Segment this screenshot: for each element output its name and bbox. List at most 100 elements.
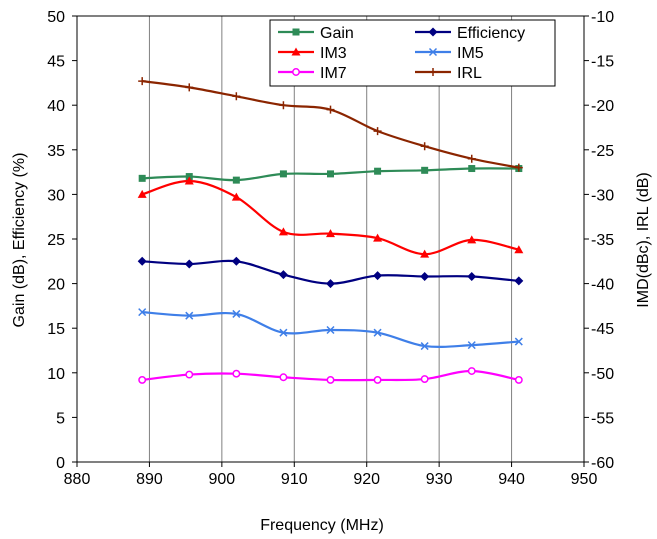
data-point-im3 xyxy=(231,192,241,201)
data-point-efficiency xyxy=(467,271,477,281)
data-point-efficiency xyxy=(184,259,194,269)
data-point-im3 xyxy=(420,249,430,258)
right-y-tick-label: -55 xyxy=(591,410,614,427)
data-point-im5 xyxy=(326,325,335,335)
data-point-efficiency xyxy=(420,271,430,281)
x-tick-label: 940 xyxy=(498,471,525,488)
data-point-irl xyxy=(232,92,241,101)
right-y-tick-label: -40 xyxy=(591,277,614,294)
data-point-im3 xyxy=(373,233,383,242)
data-point-irl xyxy=(514,163,523,172)
data-point-irl xyxy=(420,142,429,151)
left-y-tick-label: 0 xyxy=(56,455,65,472)
data-point-im7 xyxy=(514,375,523,384)
left-y-tick-label: 40 xyxy=(47,98,65,115)
legend-label-im3: IM3 xyxy=(320,45,347,62)
data-point-gain xyxy=(374,167,382,175)
series-line-im3 xyxy=(141,179,520,256)
legend-label-im7: IM7 xyxy=(320,65,347,82)
right-y-tick-label: -15 xyxy=(591,54,614,71)
data-point-gain xyxy=(232,176,240,184)
data-point-im5 xyxy=(279,328,288,337)
data-point-im7 xyxy=(279,373,288,382)
legend-item-im3: IM3 xyxy=(278,45,347,62)
data-point-gain xyxy=(138,174,146,182)
left-y-axis-title: Gain (dB), Efficiency (%) xyxy=(11,153,28,328)
data-point-gain xyxy=(421,166,429,174)
legend-label-im5: IM5 xyxy=(457,45,484,62)
legend-marker-efficiency xyxy=(428,27,438,37)
x-tick-label: 880 xyxy=(64,471,91,488)
legend-marker-gain xyxy=(292,28,300,36)
data-point-im3 xyxy=(514,245,524,254)
data-point-im5 xyxy=(420,342,429,351)
data-point-efficiency xyxy=(326,279,335,289)
data-point-im7 xyxy=(467,367,476,375)
right-y-tick-label: -45 xyxy=(591,321,614,338)
x-tick-label: 890 xyxy=(136,471,163,488)
data-point-im5 xyxy=(467,341,476,350)
legend-item-irl: IRL xyxy=(415,65,482,82)
data-point-efficiency xyxy=(137,256,147,266)
legend-item-efficiency: Efficiency xyxy=(415,25,525,42)
data-point-im7 xyxy=(326,375,335,384)
data-point-im5 xyxy=(373,328,382,337)
data-point-irl xyxy=(373,127,382,136)
data-point-irl xyxy=(467,154,476,163)
data-point-im7 xyxy=(185,370,194,379)
legend-label-efficiency: Efficiency xyxy=(457,25,525,42)
right-y-tick-label: -50 xyxy=(591,366,614,383)
data-point-efficiency xyxy=(514,276,524,286)
legend-label-gain: Gain xyxy=(320,25,354,42)
data-point-efficiency xyxy=(278,270,288,280)
left-y-tick-label: 20 xyxy=(47,277,65,294)
data-point-gain xyxy=(279,170,287,178)
right-y-axis-title: IMD(dBc), IRL (dB) xyxy=(635,172,652,307)
data-point-irl xyxy=(326,105,335,114)
data-point-im7 xyxy=(232,369,241,378)
right-y-tick-label: -10 xyxy=(591,9,614,26)
data-point-irl xyxy=(138,77,147,86)
series-line-irl xyxy=(142,80,520,169)
left-y-tick-label: 15 xyxy=(47,321,65,338)
right-y-tick-label: -20 xyxy=(591,98,614,115)
data-point-im3 xyxy=(278,227,288,236)
data-point-im5 xyxy=(514,337,523,346)
x-tick-label: 920 xyxy=(353,471,380,488)
x-axis-title: Frequency (MHz) xyxy=(260,517,384,534)
x-tick-label: 910 xyxy=(281,471,308,488)
grid-lines xyxy=(148,16,513,462)
data-point-gain xyxy=(327,170,334,178)
legend-marker-irl xyxy=(429,68,437,76)
data-point-im7 xyxy=(420,375,429,383)
right-y-tick-label: -30 xyxy=(591,187,614,204)
data-point-gain xyxy=(468,165,476,173)
left-y-tick-label: 50 xyxy=(47,9,65,26)
data-point-im5 xyxy=(138,308,147,317)
x-tick-label: 930 xyxy=(426,471,453,488)
left-y-tick-label: 45 xyxy=(47,54,65,71)
x-tick-label: 900 xyxy=(209,471,236,488)
series-layer xyxy=(137,77,524,384)
data-point-irl xyxy=(279,101,288,110)
left-y-tick-label: 35 xyxy=(47,143,65,160)
left-y-tick-label: 25 xyxy=(47,232,65,249)
data-point-im5 xyxy=(185,311,194,320)
data-point-im3 xyxy=(137,189,147,198)
data-point-efficiency xyxy=(373,271,383,281)
right-y-tick-label: -25 xyxy=(591,143,614,160)
legend-item-im7: IM7 xyxy=(278,65,347,82)
series-im5 xyxy=(138,308,523,351)
data-point-irl xyxy=(185,83,194,92)
legend-box xyxy=(269,19,556,87)
left-y-tick-label: 30 xyxy=(47,187,65,204)
data-point-im3 xyxy=(184,176,194,185)
left-y-tick-label: 5 xyxy=(56,410,65,427)
data-point-im3 xyxy=(326,229,335,238)
series-im7 xyxy=(138,367,523,384)
legend-marker-im7 xyxy=(292,68,300,76)
x-tick-label: 950 xyxy=(571,471,598,488)
legend-marker-im5 xyxy=(428,47,438,57)
series-im3 xyxy=(137,176,524,258)
